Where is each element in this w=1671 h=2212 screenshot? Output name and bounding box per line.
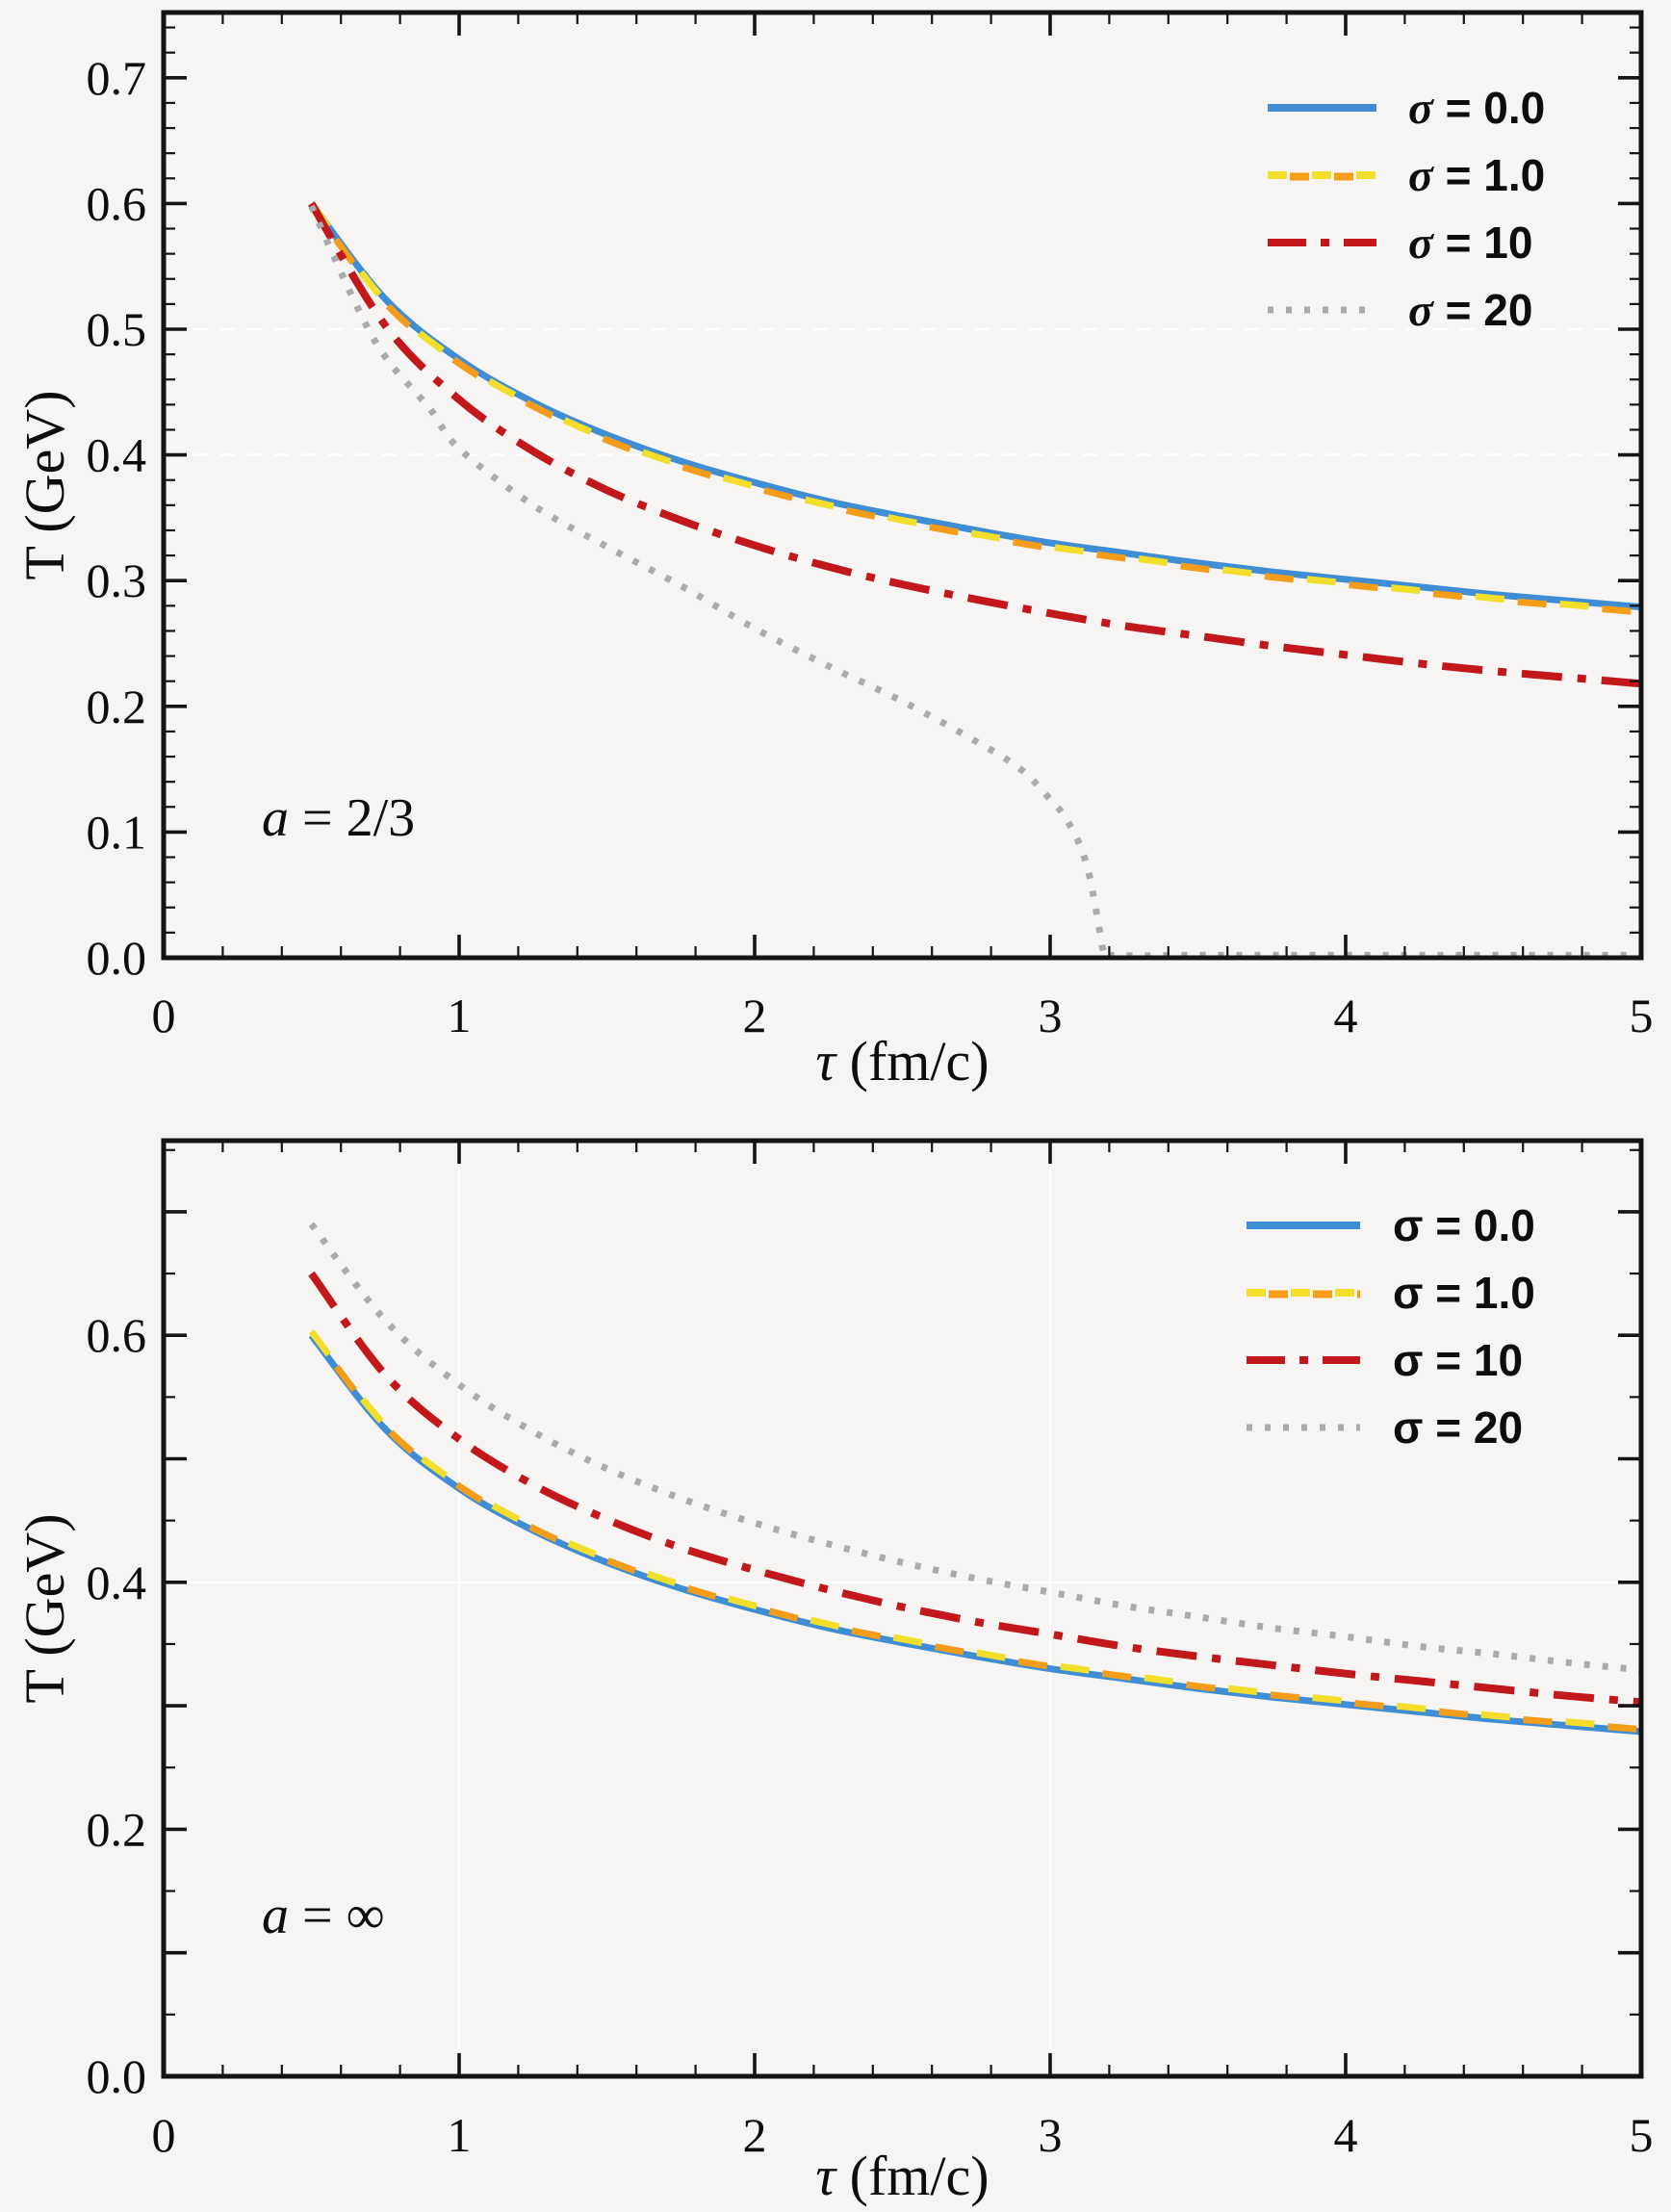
top-ticks: [162, 13, 1643, 960]
legend-label-value: = 10: [1433, 218, 1533, 268]
x-tick-label: 2: [743, 989, 767, 1042]
x-axis-title: τ (fm/c): [815, 2145, 989, 2207]
curve-sigma-20: [308, 204, 1641, 960]
legend-label-value: = 1.0: [1433, 150, 1545, 200]
bottom-plot: 0 1 2 3 4 5 0.0 0.2 0.4 0.6 τ (fm/c) T (GeV) a = ∞ σ …: [13, 1138, 1654, 2207]
legend-label-value: = 10: [1423, 1335, 1523, 1385]
top-gridlines: [167, 327, 1638, 456]
bottom-ticks: [162, 1141, 1643, 2078]
y-tick-label: 0.0: [87, 2049, 147, 2103]
y-tick-label: 0.5: [87, 302, 147, 356]
legend-entry: σ = 10: [1268, 218, 1532, 269]
sigma-symbol: σ: [1393, 1200, 1423, 1250]
x-tick-label: 1: [448, 989, 472, 1042]
x-tick-label: 3: [1039, 989, 1063, 1042]
legend-label-value: = 0.0: [1433, 83, 1545, 133]
legend-label: σ = 0.0: [1408, 83, 1545, 134]
sigma-symbol: σ: [1393, 1268, 1423, 1318]
panel-annotation: a = ∞: [262, 1886, 385, 1945]
top-legend: σ = 0.0σ = 1.0σ = 10σ = 20: [1268, 83, 1545, 336]
sigma-symbol: σ: [1393, 1402, 1423, 1453]
x-tick-label: 0: [152, 2108, 176, 2162]
legend-label-value: = 20: [1433, 285, 1533, 335]
bottom-tick-labels: 0 1 2 3 4 5 0.0 0.2 0.4 0.6: [87, 1308, 1654, 2162]
x-tick-label: 5: [1630, 2108, 1654, 2162]
top-frame: [161, 10, 1644, 961]
legend-label-value: = 0.0: [1423, 1200, 1534, 1250]
curve-sigma-1.0-layer1: [308, 201, 1642, 614]
y-tick-label: 0.4: [87, 1556, 147, 1609]
legend-label-value: = 1.0: [1423, 1268, 1534, 1318]
sigma-symbol: σ: [1393, 1335, 1423, 1385]
legend-entry: σ = 0.0: [1247, 1200, 1535, 1250]
legend-entry: σ = 1.0: [1247, 1268, 1535, 1318]
sigma-symbol: σ: [1408, 83, 1434, 134]
x-axis-title-units: (fm/c): [836, 1030, 989, 1093]
curve-sigma-1.0-layer2: [308, 202, 1642, 616]
legend-label: σ = 1.0: [1408, 150, 1545, 201]
x-axis-title: τ (fm/c): [815, 1030, 989, 1093]
y-tick-label: 0.0: [87, 931, 147, 985]
sigma-symbol: σ: [1408, 285, 1434, 336]
y-tick-label: 0.6: [87, 176, 147, 230]
y-tick-label: 0.4: [87, 428, 147, 482]
x-tick-label: 4: [1334, 2108, 1358, 2162]
top-series: [308, 201, 1642, 960]
y-tick-label: 0.7: [87, 51, 147, 105]
y-tick-label: 0.6: [87, 1308, 147, 1362]
legend-label: σ = 0.0: [1393, 1200, 1535, 1250]
tau-symbol: τ: [815, 1030, 837, 1093]
top-tick-labels: 0 1 2 3 4 5 0.0 0.1 0.2 0.3 0.4 0.5 0.6 0.7: [87, 51, 1654, 1042]
x-tick-label: 2: [743, 2108, 767, 2162]
curve-sigma-20: [308, 1222, 1642, 1674]
bottom-legend: σ = 0.0σ = 1.0σ = 10σ = 20: [1247, 1200, 1535, 1453]
legend-label: σ = 10: [1408, 218, 1532, 269]
panel-annotation: a = 2/3: [262, 788, 415, 848]
top-plot: 0 1 2 3 4 5 0.0 0.1 0.2 0.3 0.4 0.5 0.6 0.7 τ (fm/c) T …: [13, 10, 1654, 1093]
legend-label: σ = 1.0: [1393, 1268, 1535, 1318]
legend-label: σ = 20: [1393, 1402, 1523, 1453]
bottom-series: [308, 1222, 1642, 1736]
legend-label-value: = 20: [1423, 1402, 1523, 1453]
sigma-symbol: σ: [1408, 218, 1434, 269]
y-tick-label: 0.1: [87, 805, 147, 859]
sigma-symbol: σ: [1408, 150, 1434, 201]
y-tick-label: 0.2: [87, 680, 147, 733]
annotation-value: = 2/3: [289, 788, 415, 848]
bottom-frame: [161, 1138, 1644, 2079]
annotation-value: = ∞: [289, 1886, 385, 1945]
x-tick-label: 3: [1039, 2108, 1063, 2162]
x-tick-label: 0: [152, 989, 176, 1042]
tau-symbol: τ: [815, 2145, 837, 2207]
bottom-gridlines: [167, 1144, 1638, 2073]
x-tick-label: 1: [448, 2108, 472, 2162]
x-axis-title-units: (fm/c): [836, 2145, 989, 2207]
legend-entry: σ = 20: [1268, 285, 1532, 336]
legend-entry: σ = 1.0: [1268, 150, 1545, 201]
legend-label: σ = 10: [1393, 1335, 1523, 1385]
curve-sigma-1.0-layer1: [308, 1329, 1642, 1732]
y-axis-title: T (GeV): [13, 390, 76, 579]
legend-entry: σ = 10: [1247, 1335, 1523, 1385]
curve-sigma-0.0: [308, 1333, 1642, 1736]
annotation-variable: a: [262, 788, 289, 848]
y-axis-title: T (GeV): [13, 1513, 76, 1703]
legend-label: σ = 20: [1408, 285, 1532, 336]
curve-sigma-10: [308, 201, 1642, 688]
legend-entry: σ = 20: [1247, 1402, 1523, 1453]
x-tick-label: 4: [1334, 989, 1358, 1042]
curve-sigma-1.0-layer2: [308, 1330, 1642, 1734]
x-tick-label: 5: [1630, 989, 1654, 1042]
curve-sigma-10: [308, 1271, 1642, 1707]
y-tick-label: 0.2: [87, 1802, 147, 1856]
annotation-variable: a: [262, 1886, 289, 1945]
legend-entry: σ = 0.0: [1268, 83, 1545, 134]
y-tick-label: 0.3: [87, 553, 147, 607]
